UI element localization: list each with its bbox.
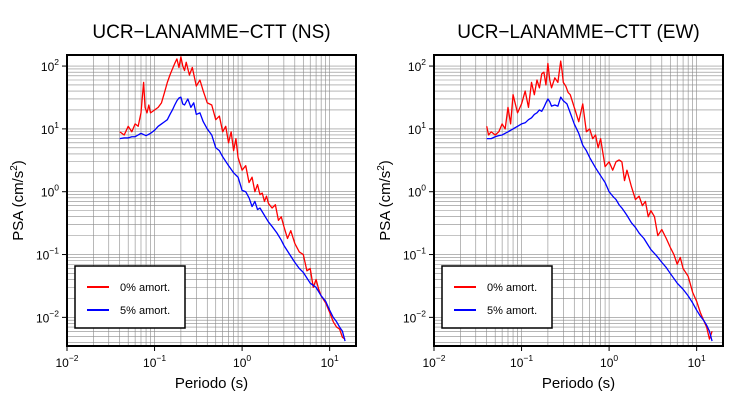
chart-1-title: UCR−LANAMME−CTT (EW)	[457, 22, 699, 43]
chart-0-x-tick-base: 10	[55, 356, 69, 370]
chart-1-series-1-line	[486, 96, 713, 342]
chart-1-y-tick-label: 100	[408, 183, 426, 200]
chart-1-y-tick-base: 10	[408, 123, 422, 137]
chart-1-y-tick-base: 10	[408, 60, 422, 74]
chart-0-legend: 0% amort. 5% amort.	[74, 265, 186, 329]
chart-0-y-tick-label: 102	[41, 57, 59, 74]
chart-1-y-tick-base: 10	[403, 249, 417, 263]
chart-1-legend-label-1: 5% amort.	[487, 305, 537, 317]
chart-0-x-tick-label: 10−1	[143, 353, 166, 370]
chart-0-x-tick-exp: −1	[156, 353, 166, 363]
chart-0-y-tick-label: 101	[41, 120, 59, 137]
chart-1-x-tick-label: 101	[688, 353, 706, 370]
chart-0-y-tick-base: 10	[41, 123, 55, 137]
chart-1-y-axis-label-end: )	[377, 160, 394, 165]
chart-1-series-0-line	[486, 60, 713, 340]
chart-1-y-axis-label: PSA (cm/s2)	[376, 160, 394, 241]
chart-0-series-1-line	[119, 96, 346, 342]
chart-0-x-tick-label: 100	[233, 353, 251, 370]
chart-0-x-tick-exp: 0	[246, 353, 251, 363]
chart-1-x-tick-label: 10−2	[422, 353, 445, 370]
chart-0-legend-box	[74, 265, 186, 329]
chart-0-y-tick-base: 10	[36, 249, 50, 263]
chart-0-x-axis-label: Periodo (s)	[175, 375, 248, 392]
chart-1-legend-box	[441, 265, 553, 329]
chart-0-series-0-line	[119, 56, 346, 340]
chart-1-y-tick-base: 10	[408, 186, 422, 200]
chart-0-x-tick-label: 101	[321, 353, 339, 370]
chart-0-x-tick-exp: −2	[69, 353, 79, 363]
chart-0-y-axis-label-end: )	[10, 160, 27, 165]
chart-1-y-axis-label-main: PSA (cm/s	[377, 171, 394, 241]
chart-1-y-tick-label: 10−2	[403, 308, 426, 325]
chart-0-panel: UCR−LANAMME−CTT (NS)10−2 10−1 100 10110−210…	[9, 22, 357, 392]
chart-1-y-tick-label: 10−1	[403, 246, 426, 263]
chart-1-x-tick-base: 10	[422, 356, 436, 370]
chart-0-y-axis-label-main: PSA (cm/s	[10, 171, 27, 241]
chart-0-y-tick-base: 10	[41, 60, 55, 74]
chart-1-frame	[433, 54, 724, 347]
chart-1-y-tick-base: 10	[403, 311, 417, 325]
chart-0-y-axis-label-sup: 2	[9, 165, 20, 171]
chart-0-x-tick-label: 10−2	[55, 353, 78, 370]
chart-0-y-tick-exp: 2	[54, 57, 59, 67]
chart-0-x-tick-exp: 1	[334, 353, 339, 363]
chart-1-panel: UCR−LANAMME−CTT (EW)10−2 10−1 100 10110−210…	[376, 22, 724, 392]
chart-1-y-tick-label: 101	[408, 120, 426, 137]
chart-0-tick-marks	[62, 65, 331, 351]
chart-0-y-axis-label: PSA (cm/s2)	[9, 160, 27, 241]
chart-0-legend-label-1: 5% amort.	[120, 305, 170, 317]
chart-1-x-tick-exp: −1	[523, 353, 533, 363]
chart-1-y-tick-exp: −2	[416, 308, 426, 318]
chart-1-tick-marks	[429, 65, 698, 351]
chart-0-y-tick-base: 10	[41, 186, 55, 200]
chart-1-y-tick-exp: −1	[416, 246, 426, 256]
chart-1-x-tick-label: 10−1	[510, 353, 533, 370]
chart-1-x-tick-base: 10	[688, 356, 702, 370]
chart-0-x-tick-base: 10	[233, 356, 247, 370]
chart-1-y-tick-exp: 1	[421, 120, 426, 130]
chart-1-x-tick-base: 10	[600, 356, 614, 370]
chart-0-y-tick-exp: −1	[49, 246, 59, 256]
chart-1-x-tick-exp: 1	[701, 353, 706, 363]
chart-1-legend-label-0: 0% amort.	[487, 282, 537, 294]
chart-0-y-tick-label: 100	[41, 183, 59, 200]
chart-1-y-tick-exp: 0	[421, 183, 426, 193]
chart-0-y-tick-exp: −2	[49, 308, 59, 318]
chart-1-legend: 0% amort. 5% amort.	[441, 265, 553, 329]
chart-1-x-axis-label: Periodo (s)	[542, 375, 615, 392]
chart-0-y-tick-base: 10	[36, 311, 50, 325]
chart-0-title: UCR−LANAMME−CTT (NS)	[92, 22, 330, 43]
chart-0-y-tick-exp: 1	[54, 120, 59, 130]
chart-1-y-tick-label: 102	[408, 57, 426, 74]
chart-1-y-axis-label-sup: 2	[376, 165, 387, 171]
chart-0-frame	[66, 54, 357, 347]
chart-1-x-tick-exp: −2	[436, 353, 446, 363]
chart-0-y-tick-label: 10−2	[36, 308, 59, 325]
chart-0-legend-label-0: 0% amort.	[120, 282, 170, 294]
chart-1-x-tick-exp: 0	[613, 353, 618, 363]
chart-0-y-tick-exp: 0	[54, 183, 59, 193]
chart-0-x-tick-base: 10	[143, 356, 157, 370]
chart-0-x-tick-base: 10	[321, 356, 335, 370]
chart-0-y-tick-label: 10−1	[36, 246, 59, 263]
chart-1-grid	[433, 55, 724, 346]
chart-1-y-tick-exp: 2	[421, 57, 426, 67]
chart-1-x-tick-base: 10	[510, 356, 524, 370]
chart-1-x-tick-label: 100	[600, 353, 618, 370]
